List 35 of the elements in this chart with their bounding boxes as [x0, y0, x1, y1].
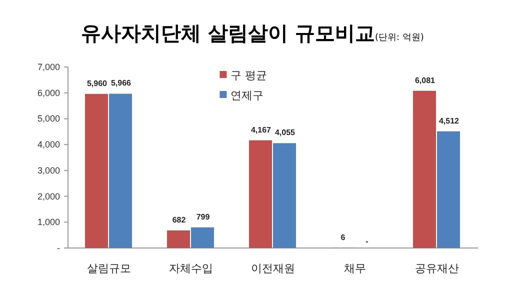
x-tick-label: 채무: [344, 262, 366, 275]
x-tick-label: 자체수입: [169, 262, 213, 275]
x-tick-label: 공유재산: [415, 262, 459, 275]
bar: [167, 230, 190, 248]
bar: [191, 227, 214, 248]
data-label: 6,081: [414, 76, 436, 85]
y-tick-label: 3,000: [37, 165, 60, 176]
bar: [273, 143, 296, 248]
y-tick-label: 1,000: [37, 217, 60, 228]
data-label: 6: [340, 232, 346, 242]
y-tick-label: -: [57, 243, 60, 253]
bar: [437, 131, 460, 248]
data-label: 799: [196, 212, 210, 222]
data-label: 4,167: [250, 125, 272, 134]
data-label: 4,055: [274, 128, 296, 138]
x-tick-label: 살림규모: [87, 262, 131, 275]
y-tick-label: 4,000: [37, 140, 60, 150]
legend-label: 구 평균: [230, 69, 268, 82]
data-label: 4,512: [438, 116, 460, 126]
data-label: 5,966: [110, 78, 132, 88]
y-tick-label: 5,000: [37, 114, 60, 124]
chart-title: 유사자치단체 살림살이 규모비교: [81, 21, 376, 45]
chart-subtitle: (단위: 억원): [375, 33, 424, 43]
data-label: 5,960: [86, 78, 108, 88]
bar: [413, 90, 436, 248]
data-label: 682: [172, 215, 186, 224]
bar: [249, 140, 272, 248]
y-tick-label: 2,000: [37, 191, 60, 202]
text: -: [366, 237, 368, 246]
legend-label: 연제구: [230, 89, 264, 102]
bar: [85, 94, 108, 248]
y-tick-label: 7,000: [37, 62, 60, 72]
bar: [109, 94, 132, 248]
x-tick-label: 이전재원: [251, 262, 295, 275]
y-tick-label: 6,000: [37, 88, 60, 98]
